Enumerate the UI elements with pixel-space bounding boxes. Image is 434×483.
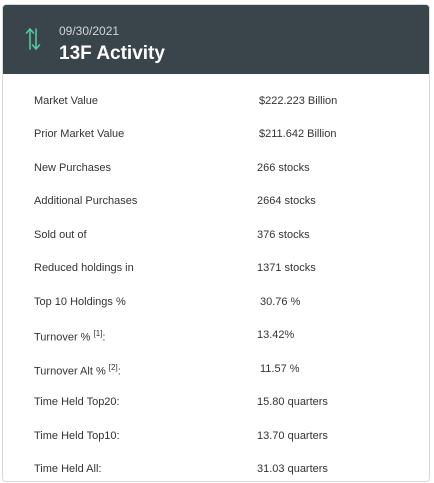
row-time-held-top20: Time Held Top20: 15.80 quarters <box>3 393 429 413</box>
row-market-value: Market Value $222.223 Billion <box>3 92 429 112</box>
footnote-link[interactable]: [2] <box>108 363 118 372</box>
row-turnover-alt: Turnover Alt % [2]: 11.57 % <box>3 360 429 380</box>
row-value: 376 stocks <box>257 229 310 241</box>
card-title: 13F Activity <box>59 43 165 64</box>
row-value: $222.223 Billion <box>259 95 338 107</box>
row-turnover: Turnover % [1]: 13.42% <box>3 326 429 346</box>
row-label: Top 10 Holdings % <box>34 296 126 308</box>
row-label: Turnover Alt % [2]: <box>34 363 121 378</box>
row-sold-out: Sold out of 376 stocks <box>3 226 429 246</box>
up-down-arrows-icon <box>25 25 41 53</box>
row-label: Turnover % [1]: <box>34 329 105 344</box>
row-label: Market Value <box>34 95 98 107</box>
row-label: Reduced holdings in <box>34 262 134 274</box>
row-label: New Purchases <box>34 162 112 174</box>
row-label: Time Held Top10: <box>34 430 120 442</box>
row-value: 31.03 quarters <box>257 463 328 475</box>
row-value: 13.42% <box>257 329 295 341</box>
row-value: 266 stocks <box>257 162 310 174</box>
row-label: Sold out of <box>34 229 87 241</box>
report-date: 09/30/2021 <box>59 24 120 38</box>
row-time-held-top10: Time Held Top10: 13.70 quarters <box>3 427 429 447</box>
row-label-text: Turnover % <box>34 331 91 344</box>
footnote-link[interactable]: [1] <box>93 329 103 338</box>
row-label: Time Held All: <box>34 463 102 475</box>
activity-card: 09/30/2021 13F Activity Market Value $22… <box>2 4 430 482</box>
row-value: 1371 stocks <box>257 262 316 274</box>
row-additional-purchases: Additional Purchases 2664 stocks <box>3 192 429 212</box>
row-label: Additional Purchases <box>34 195 138 207</box>
row-time-held-all: Time Held All: 31.03 quarters <box>3 460 429 480</box>
row-value: 30.76 % <box>260 296 301 308</box>
row-label: Time Held Top20: <box>34 396 120 408</box>
row-label-text: Turnover Alt % <box>34 365 106 378</box>
row-new-purchases: New Purchases 266 stocks <box>3 159 429 179</box>
row-value: $211.642 Billion <box>259 128 337 140</box>
row-value: 15.80 quarters <box>257 396 328 408</box>
card-header: 09/30/2021 13F Activity <box>3 5 429 74</box>
row-label-suffix: : <box>117 365 121 378</box>
row-value: 2664 stocks <box>257 195 316 207</box>
row-value: 13.70 quarters <box>257 430 328 442</box>
row-prior-market-value: Prior Market Value $211.642 Billion <box>3 125 429 145</box>
row-value: 11.57 % <box>260 363 300 375</box>
row-top10-holdings: Top 10 Holdings % 30.76 % <box>3 293 429 313</box>
row-label: Prior Market Value <box>34 128 125 140</box>
row-reduced-holdings: Reduced holdings in 1371 stocks <box>3 259 429 279</box>
row-label-suffix: : <box>102 331 106 344</box>
